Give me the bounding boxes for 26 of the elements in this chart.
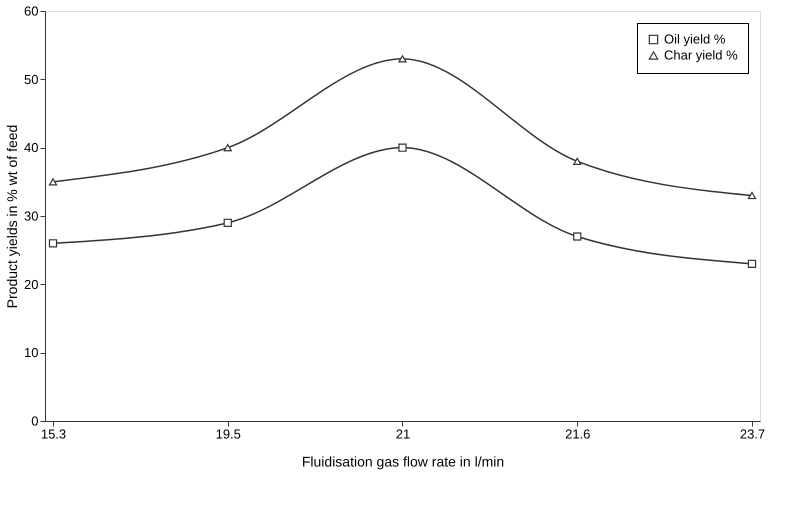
y-tick-label: 40 xyxy=(24,140,38,156)
point xyxy=(224,144,232,152)
x-axis-title: Fluidisation gas flow rate in l/min xyxy=(302,454,504,470)
x-tick-label: 15.3 xyxy=(40,426,66,442)
point xyxy=(573,158,582,165)
x-tick-label: 21 xyxy=(396,426,410,442)
point xyxy=(573,232,582,241)
y-tick-label: 30 xyxy=(24,208,38,224)
legend-label: Oil yield % xyxy=(664,32,726,46)
y-tick-label: 50 xyxy=(24,72,38,87)
point xyxy=(748,260,756,268)
x-tick-label: 19.5 xyxy=(216,426,241,442)
x-tick-label: 21.6 xyxy=(565,426,590,442)
y-tick-label: 10 xyxy=(24,345,38,360)
point xyxy=(398,55,407,62)
y-tick-label: 60 xyxy=(24,4,38,18)
point xyxy=(48,239,58,248)
point xyxy=(748,192,756,200)
point xyxy=(48,178,58,186)
y-tick-label: 0 xyxy=(31,414,38,428)
y-tick-label: 20 xyxy=(24,276,38,292)
point xyxy=(398,144,407,152)
point xyxy=(224,218,232,227)
x-tick-label: 23.7 xyxy=(740,426,766,442)
y-axis-title: Product yields in % wt of feed xyxy=(4,124,20,308)
legend-label: Char yield % xyxy=(664,48,738,62)
